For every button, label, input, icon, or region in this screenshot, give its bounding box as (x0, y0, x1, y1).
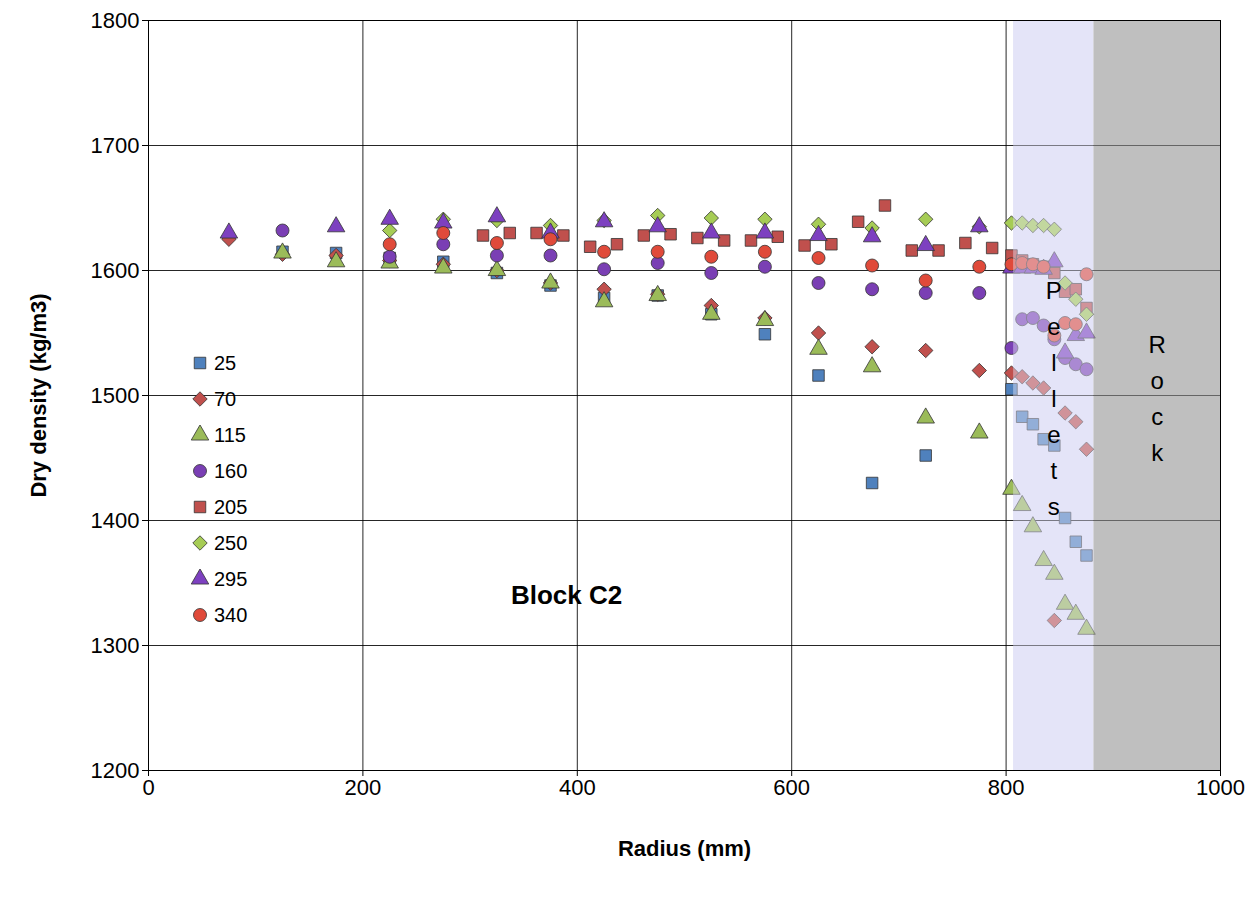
svg-text:1200: 1200 (91, 758, 140, 783)
html-text:70: 70 (214, 387, 237, 410)
svg-text:1700: 1700 (91, 133, 140, 158)
svg-text:600: 600 (773, 775, 810, 800)
svg-text:1500: 1500 (91, 383, 140, 408)
svg-text:Radius (mm): Radius (mm) (618, 836, 751, 861)
svg-text:Rock: Rock (1149, 331, 1166, 466)
svg-text:400: 400 (559, 775, 596, 800)
svg-text:Pellets: Pellets (1046, 277, 1062, 520)
html-text:160: 160 (214, 459, 248, 482)
html-text:25: 25 (214, 351, 237, 374)
svg-text:1400: 1400 (91, 508, 140, 533)
svg-text:Block C2: Block C2 (511, 580, 622, 610)
svg-text:1600: 1600 (91, 258, 140, 283)
svg-text:Dry density (kg/m3): Dry density (kg/m3) (26, 293, 51, 497)
svg-text:200: 200 (345, 775, 382, 800)
html-text:250: 250 (214, 531, 248, 554)
html-text:295: 295 (214, 567, 248, 590)
html-text:340: 340 (214, 603, 248, 626)
svg-text:1000: 1000 (1196, 775, 1245, 800)
svg-text:800: 800 (988, 775, 1025, 800)
html-text:205: 205 (214, 495, 248, 518)
svg-text:1300: 1300 (91, 633, 140, 658)
svg-text:1800: 1800 (91, 8, 140, 33)
html-text:115: 115 (214, 423, 246, 446)
svg-text:0: 0 (142, 775, 154, 800)
